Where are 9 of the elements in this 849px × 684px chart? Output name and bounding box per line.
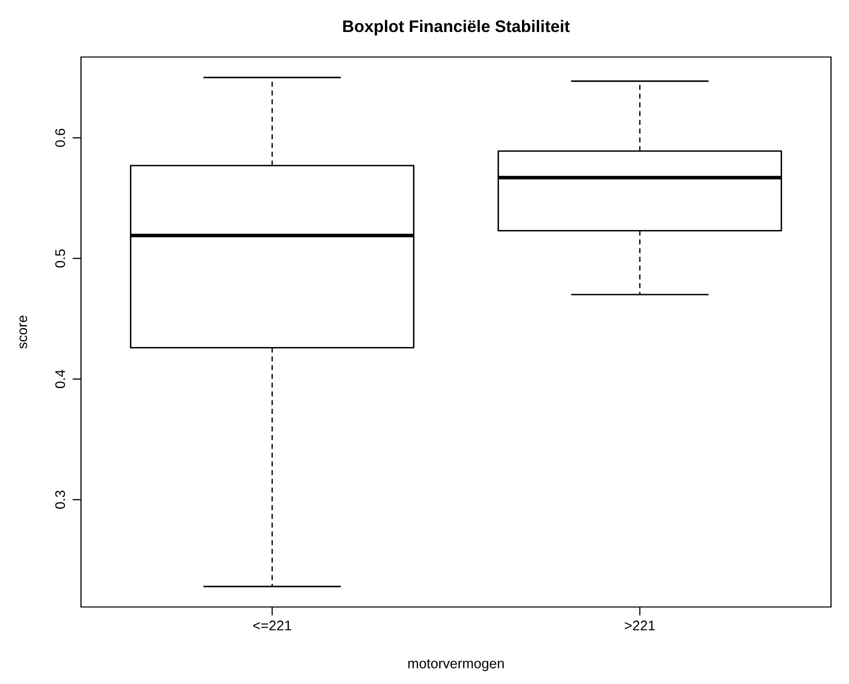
y-tick-label: 0.4 <box>55 370 66 388</box>
y-tick-label: 0.3 <box>55 490 66 509</box>
y-tick-label: 0.5 <box>55 249 66 268</box>
x-tick-label: >221 <box>624 620 655 630</box>
y-tick-label: 0.6 <box>55 128 66 147</box>
x-tick-label: <=221 <box>253 620 292 630</box>
x-axis-title: motorvermogen <box>408 659 504 672</box>
y-axis-title: score <box>20 316 28 349</box>
chart-title: Boxplot Financiële Stabiliteit <box>343 20 570 36</box>
